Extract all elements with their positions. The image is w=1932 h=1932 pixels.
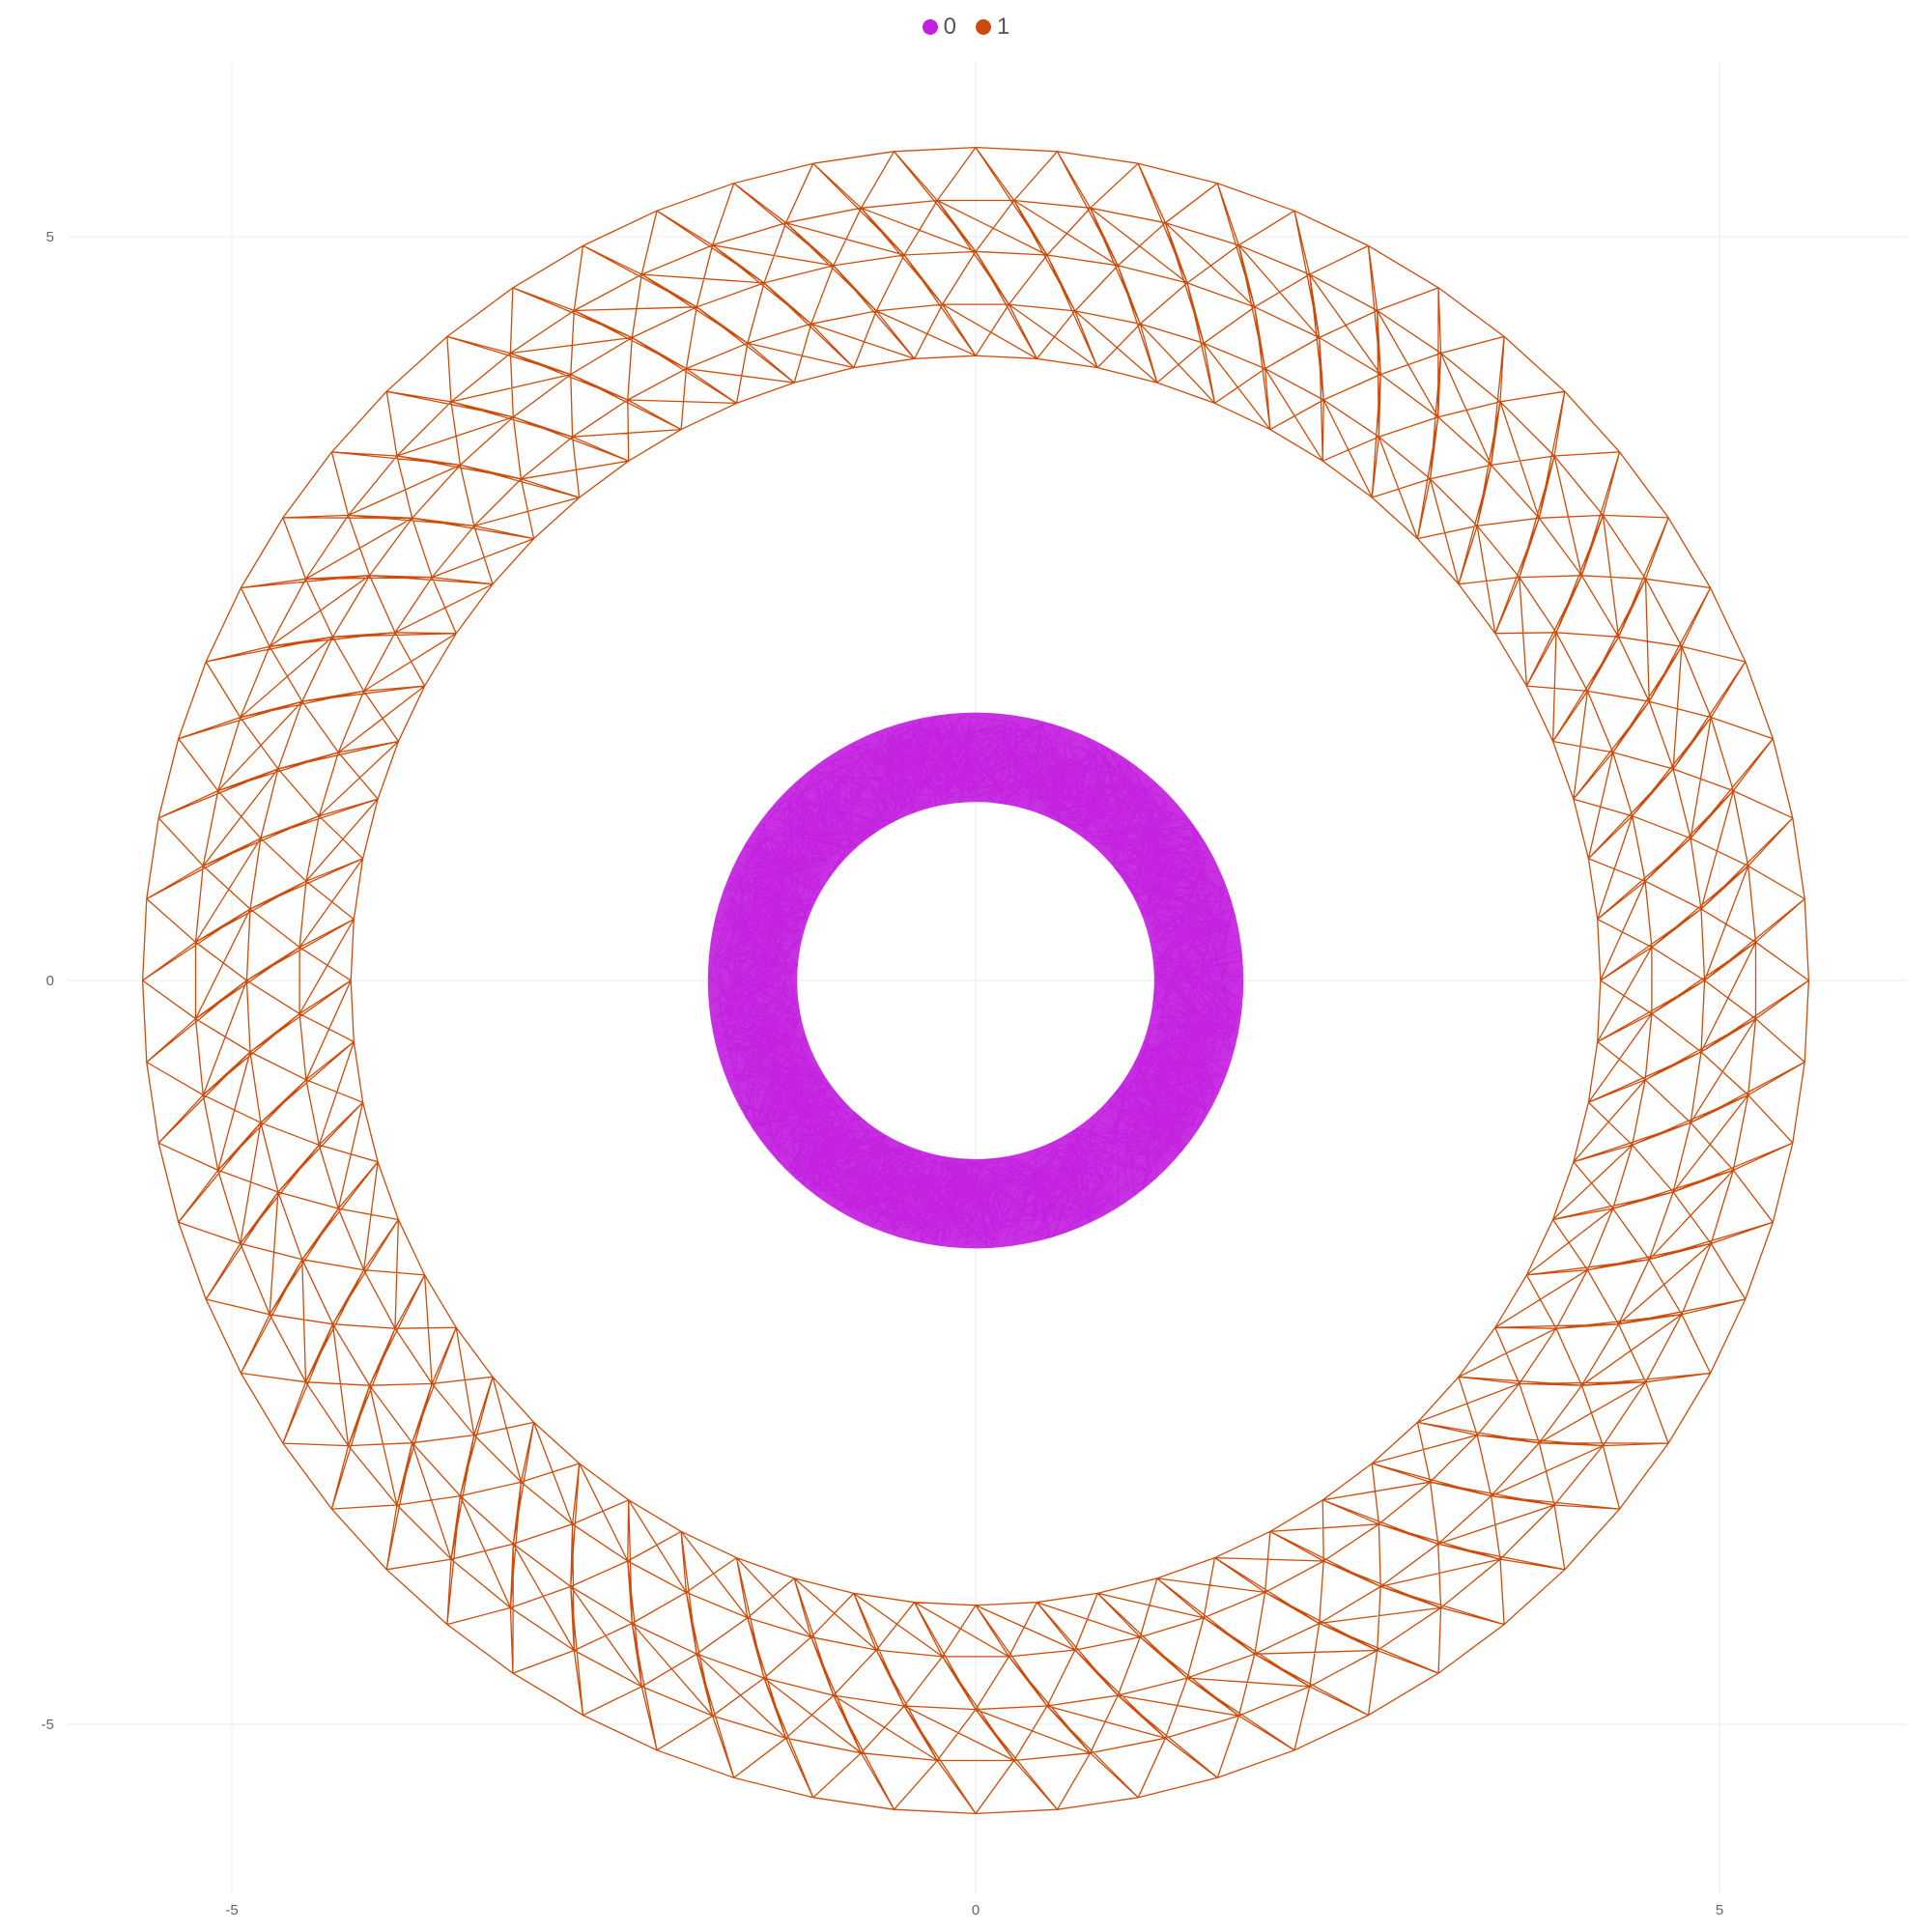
series-0-edges — [708, 713, 1243, 1247]
axis-ticks: -5 0 5 5 0 -5 — [42, 229, 1724, 1918]
legend-item-1[interactable]: 1 — [976, 14, 1009, 41]
y-tick-label-2: -5 — [42, 1717, 54, 1733]
series-1-mesh — [141, 146, 1810, 1815]
legend: 0 1 — [0, 14, 1932, 41]
y-tick-label-0: 5 — [46, 229, 54, 245]
series-1-edges — [141, 146, 1810, 1815]
legend-label-1: 1 — [997, 14, 1010, 40]
legend-marker-1 — [976, 19, 991, 35]
legend-label-0: 0 — [943, 14, 956, 40]
series-0-mesh — [707, 712, 1244, 1249]
x-tick-label-0: -5 — [225, 1902, 238, 1918]
x-tick-label-2: 5 — [1716, 1902, 1723, 1918]
x-tick-label-1: 0 — [972, 1902, 980, 1918]
legend-item-0[interactable]: 0 — [922, 14, 956, 41]
series-layer — [141, 146, 1810, 1815]
legend-marker-0 — [922, 19, 938, 35]
y-tick-label-1: 0 — [46, 973, 54, 989]
